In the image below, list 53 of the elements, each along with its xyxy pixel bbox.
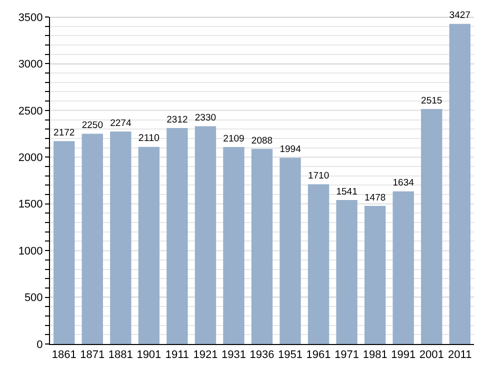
data-label: 1634 — [392, 178, 415, 189]
bar — [138, 146, 160, 344]
bar — [364, 206, 386, 344]
bar — [166, 128, 188, 344]
x-tick-label: 1936 — [250, 349, 274, 362]
bar — [392, 191, 414, 344]
bar — [251, 148, 273, 344]
data-label: 2110 — [138, 133, 160, 144]
x-tick-label: 1871 — [80, 349, 105, 362]
bar — [280, 158, 301, 344]
bar — [194, 126, 216, 344]
bar — [421, 109, 442, 344]
x-tick-label: 1911 — [165, 349, 190, 362]
x-tick-label: 1901 — [136, 349, 162, 362]
y-tick-label: 0 — [36, 338, 43, 351]
x-tick-label: 1921 — [193, 349, 218, 362]
y-tick-label: 3500 — [18, 12, 43, 24]
x-tick-label: 1971 — [334, 349, 360, 362]
data-label: 3427 — [449, 10, 470, 22]
data-label: 1710 — [308, 170, 330, 182]
x-tick-label: 1981 — [362, 349, 388, 362]
data-label: 1478 — [364, 192, 386, 204]
y-tick-label: 2000 — [18, 152, 43, 164]
data-label: 2109 — [223, 133, 244, 144]
x-tick-label: 1861 — [52, 349, 76, 362]
x-tick-label: 1991 — [391, 349, 416, 362]
x-tick-label: 1961 — [306, 349, 331, 362]
data-label: 1541 — [336, 186, 358, 198]
data-label: 1994 — [280, 144, 302, 156]
x-tick-label: 2011 — [448, 349, 472, 362]
x-tick-label: 2001 — [419, 349, 444, 362]
data-label: 2312 — [166, 114, 188, 126]
data-label: 2172 — [54, 127, 75, 138]
y-tick-label: 1500 — [18, 198, 43, 211]
y-tick-label: 2500 — [18, 105, 43, 118]
data-label: 2330 — [194, 112, 216, 124]
bar — [308, 184, 330, 344]
data-label: 2274 — [110, 118, 132, 129]
bar — [110, 132, 132, 344]
x-tick-label: 1951 — [278, 349, 303, 362]
bar — [82, 134, 103, 344]
data-label: 2250 — [82, 120, 103, 132]
x-tick-label: 1931 — [221, 349, 246, 362]
y-tick-label: 1000 — [18, 245, 43, 258]
y-tick-label: 3000 — [18, 58, 43, 71]
x-tick-label: 1881 — [108, 349, 133, 362]
bar — [54, 141, 75, 344]
data-label: 2088 — [251, 135, 273, 146]
bar — [223, 146, 244, 344]
bar — [336, 200, 358, 344]
bar — [449, 24, 470, 344]
data-label: 2515 — [421, 95, 442, 106]
y-tick-label: 500 — [24, 292, 43, 304]
